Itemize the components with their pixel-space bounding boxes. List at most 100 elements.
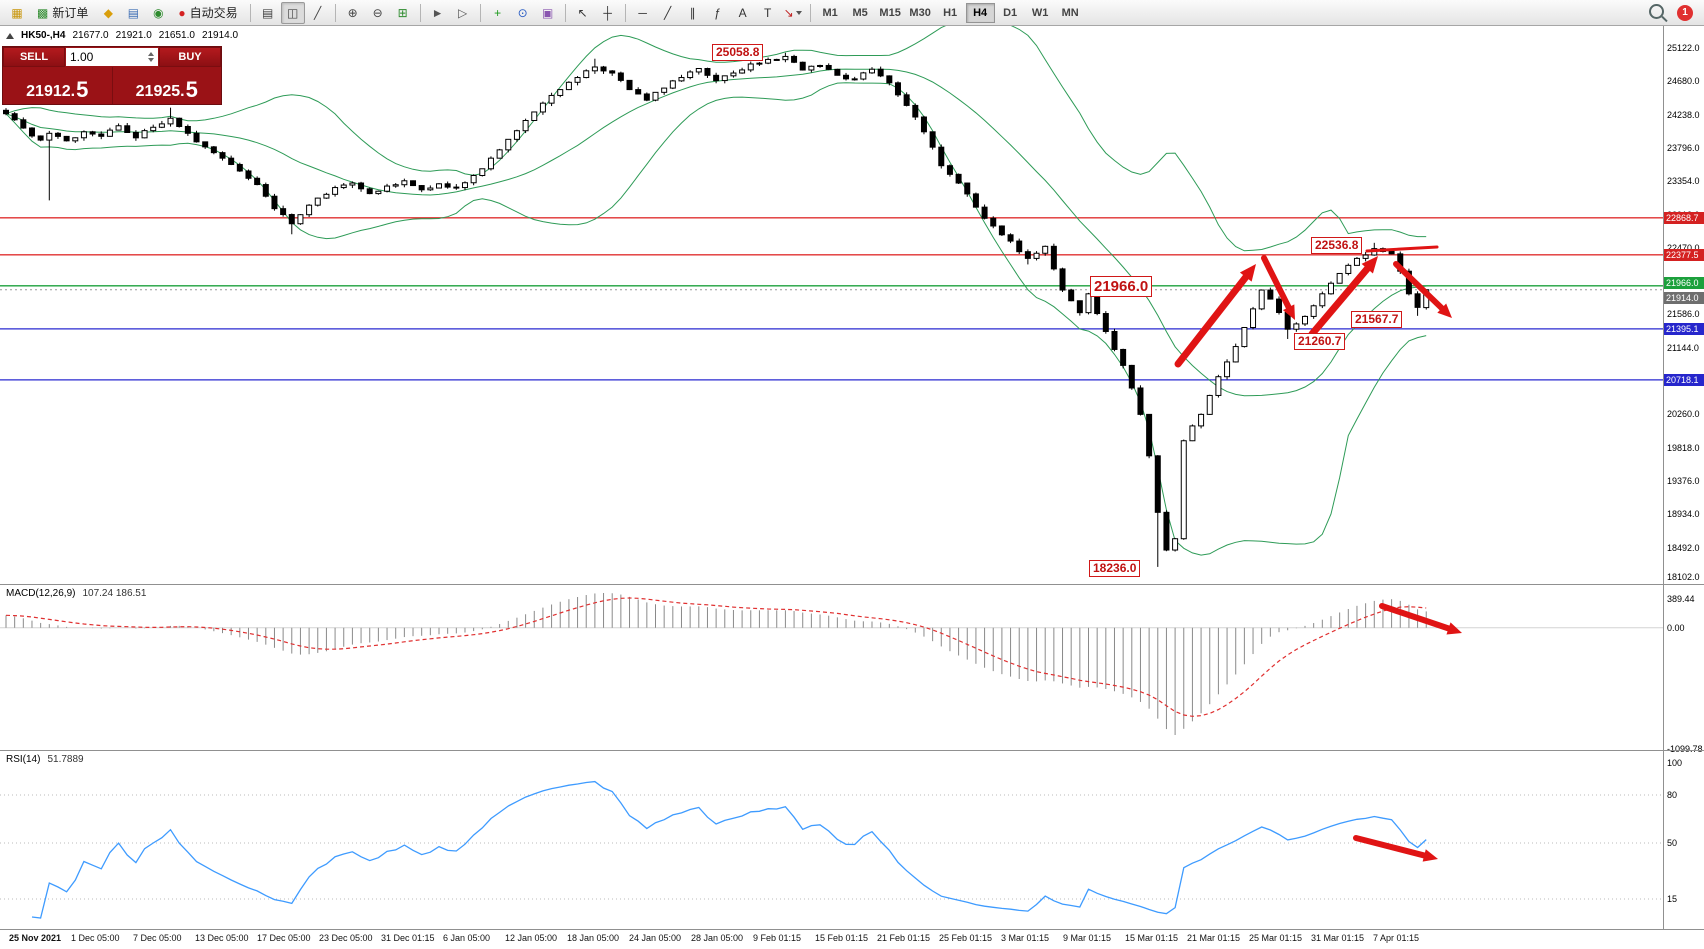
macd-axis-tick: 389.44: [1667, 594, 1695, 604]
new-order-button-icon: ▩: [37, 5, 49, 20]
buy-price[interactable]: 21925. 5: [135, 77, 198, 103]
rally-up-arrow[interactable]: [1174, 264, 1256, 368]
price-callout-22536.8[interactable]: 22536.8: [1311, 237, 1363, 254]
price-callout-21567.7[interactable]: 21567.7: [1351, 311, 1403, 328]
indicators-icon[interactable]: +: [494, 5, 502, 20]
price-tick: 20260.0: [1667, 409, 1700, 420]
price-callout-18236.0[interactable]: 18236.0: [1089, 560, 1141, 577]
price-tag-22868.7: 22868.7: [1664, 211, 1704, 224]
market-watch-icon[interactable]: ◆: [103, 5, 113, 20]
arrows-tool-icon[interactable]: ↘: [781, 2, 805, 24]
text-label-icon[interactable]: T: [763, 5, 772, 20]
timeframe-m15[interactable]: M15: [879, 6, 901, 19]
price-tick: 18102.0: [1667, 572, 1700, 582]
time-label: 12 Jan 05:00: [505, 933, 558, 943]
channel-icon[interactable]: ∥: [689, 5, 696, 20]
time-label: 21 Mar 01:15: [1187, 933, 1241, 943]
toolbar-separator: [479, 3, 481, 22]
price-callout-21966.0[interactable]: 21966.0: [1090, 276, 1153, 297]
horizontal-line-icon[interactable]: ─: [638, 5, 647, 20]
volume-value: 1.00: [70, 50, 94, 64]
spin-down-icon[interactable]: [148, 58, 154, 62]
rsi-down-arrow[interactable]: [1353, 835, 1438, 862]
app-icon[interactable]: ▦: [11, 5, 23, 20]
buy-button[interactable]: BUY: [159, 47, 221, 67]
bollinger-up: [5, 26, 1427, 252]
timeframe-h4[interactable]: H4: [965, 2, 995, 23]
collapse-icon[interactable]: [6, 32, 14, 39]
periods-icon[interactable]: ⊙: [517, 5, 528, 20]
trendline-icon[interactable]: ╱: [664, 5, 672, 20]
ohlc-high: 21921.0: [115, 30, 152, 41]
price-tick: 23796.0: [1667, 142, 1700, 153]
time-label: 7 Apr 01:15: [1373, 933, 1420, 943]
price-chart-canvas[interactable]: [0, 26, 1663, 584]
candlestick-chart-icon[interactable]: ◫: [280, 1, 305, 24]
autotrading-button[interactable]: ● 自动交易: [171, 2, 244, 24]
time-label: 31 Mar 01:15: [1311, 933, 1365, 943]
price-tick: 24238.0: [1667, 109, 1700, 120]
price-tick: 24680.0: [1667, 76, 1700, 87]
toolbar-separator: [809, 3, 811, 22]
fibonacci-icon[interactable]: ƒ: [714, 5, 721, 20]
timeframe-m30[interactable]: M30: [909, 6, 931, 19]
macd-panel-canvas[interactable]: [0, 585, 1663, 749]
spin-up-icon[interactable]: [148, 52, 154, 56]
price-callout-21260.7[interactable]: 21260.7: [1294, 333, 1346, 350]
templates-icon[interactable]: ▣: [541, 5, 554, 20]
price-tag-21966.0: 21966.0: [1664, 276, 1704, 289]
timeframe-m1[interactable]: M1: [822, 6, 838, 19]
data-window-icon[interactable]: ▤: [127, 5, 140, 20]
price-tick: 19376.0: [1667, 475, 1700, 486]
cursor-icon[interactable]: ↖: [577, 5, 588, 20]
time-label: 18 Jan 05:00: [567, 933, 620, 943]
navigator-icon[interactable]: ◉: [153, 5, 164, 20]
rsi-axis-tick: 100: [1667, 758, 1683, 768]
sell-button[interactable]: SELL: [3, 47, 65, 67]
rsi-line: [31, 780, 1427, 919]
toolbar-separator: [564, 3, 566, 22]
toolbar-separator: [624, 3, 626, 22]
zoom-in-icon[interactable]: ⊕: [347, 5, 358, 20]
time-label: 25 Feb 01:15: [939, 933, 993, 943]
volume-input[interactable]: 1.00: [66, 48, 158, 66]
macd-separator[interactable]: [0, 584, 1704, 585]
text-icon[interactable]: A: [738, 5, 747, 20]
timeframe-d1[interactable]: D1: [1003, 6, 1018, 19]
notification-badge[interactable]: 1: [1677, 4, 1693, 21]
rsi-label: RSI(14) 51.7889: [6, 754, 84, 765]
timeframe-h1[interactable]: H1: [943, 6, 958, 19]
chart-shift-icon[interactable]: ▷: [458, 5, 468, 20]
bar-chart-icon[interactable]: ▤: [261, 5, 274, 20]
macd-axis-tick: 0.00: [1667, 622, 1685, 633]
rsi-separator[interactable]: [0, 750, 1704, 751]
zoom-out-icon[interactable]: ⊖: [372, 5, 383, 20]
pullback-down-arrow[interactable]: [1261, 255, 1295, 320]
price-tick: 19818.0: [1667, 442, 1700, 453]
bollinger-mid: [5, 68, 1427, 397]
resistance-line[interactable]: [1365, 245, 1439, 253]
new-order-button-label: 新订单: [52, 6, 89, 20]
rsi-axis-tick: 50: [1667, 838, 1678, 848]
auto-scroll-icon[interactable]: ►: [431, 5, 444, 20]
forecast-down-arrow[interactable]: [1393, 261, 1452, 318]
search-icon[interactable]: [1649, 4, 1664, 19]
line-chart-icon[interactable]: ╱: [314, 5, 322, 20]
price-callout-25058.8[interactable]: 25058.8: [712, 44, 764, 61]
price-tag-21395.1: 21395.1: [1664, 322, 1704, 335]
price-tick: 18934.0: [1667, 509, 1700, 520]
symbol-label: HK50-,H4: [21, 30, 66, 41]
crosshair-icon[interactable]: ┼: [603, 5, 612, 20]
timeframe-mn[interactable]: MN: [1061, 6, 1079, 19]
timeframe-w1[interactable]: W1: [1031, 6, 1049, 19]
timeframe-m5[interactable]: M5: [852, 6, 868, 19]
new-order-button[interactable]: ▩ 新订单: [30, 2, 95, 24]
time-label: 15 Mar 01:15: [1125, 933, 1179, 943]
volume-spinner[interactable]: [148, 52, 154, 62]
macd-down-arrow[interactable]: [1379, 603, 1462, 635]
second-rally-up-arrow[interactable]: [1308, 256, 1378, 338]
rsi-panel-canvas[interactable]: [0, 751, 1663, 928]
tile-windows-icon[interactable]: ⊞: [397, 5, 408, 20]
sell-price[interactable]: 21912. 5: [3, 67, 113, 104]
toolbar-separator: [334, 3, 336, 22]
